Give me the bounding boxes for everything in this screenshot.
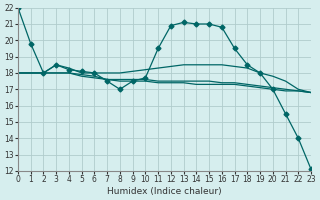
X-axis label: Humidex (Indice chaleur): Humidex (Indice chaleur)	[107, 187, 222, 196]
